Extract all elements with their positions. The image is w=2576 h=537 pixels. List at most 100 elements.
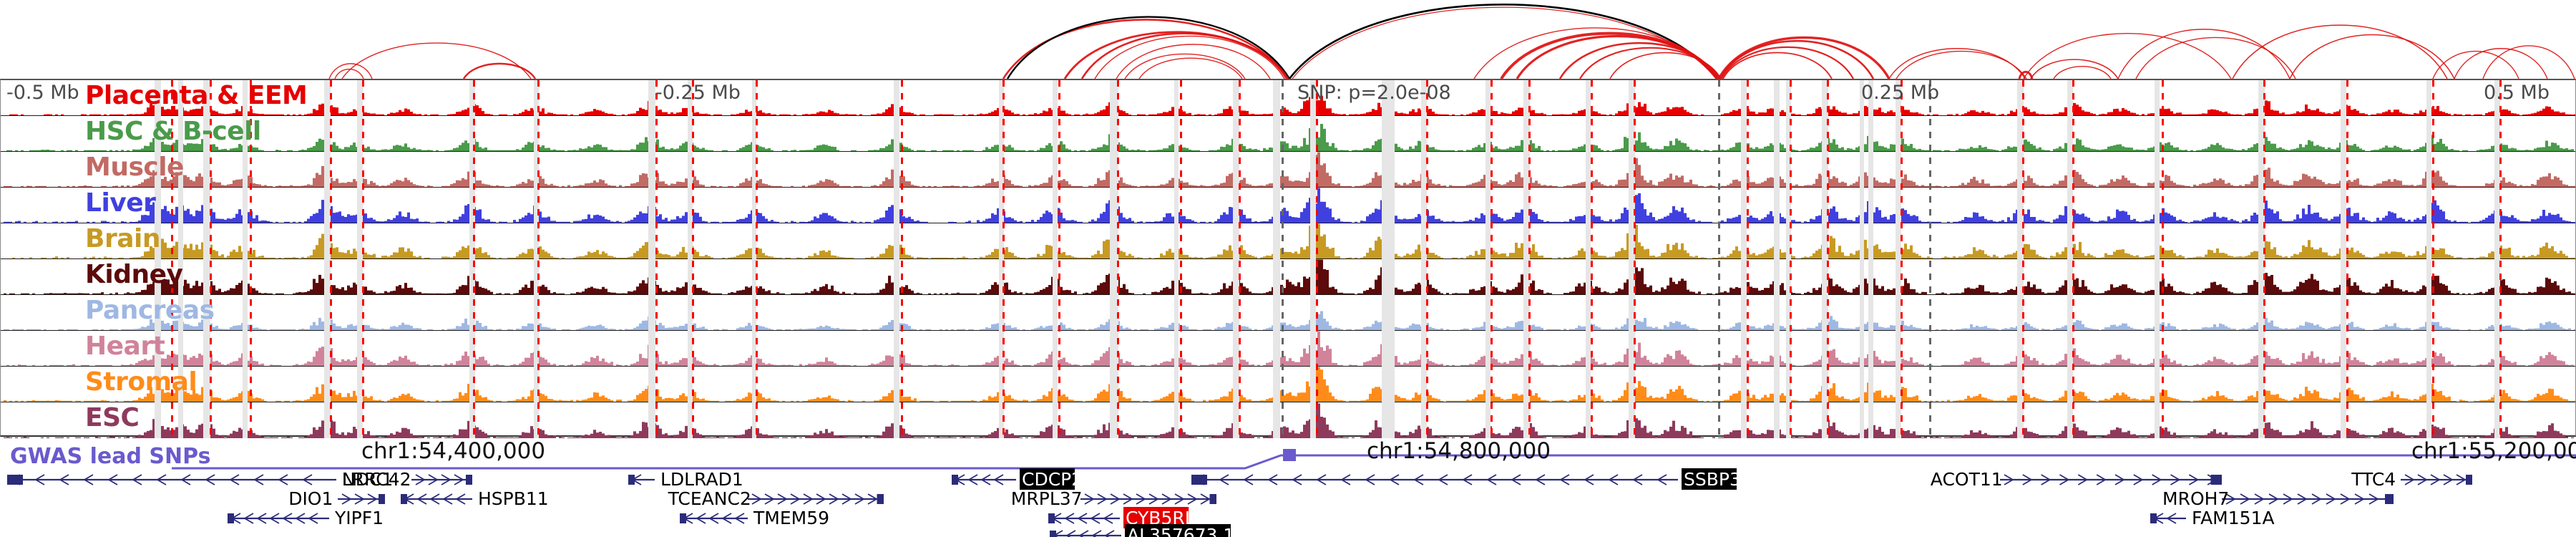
gene-model[interactable]: MROH7 [2162, 488, 2394, 509]
track-label-hsc: HSC & B-cell [85, 117, 261, 146]
axis-tick-2: 0.25 Mb [1861, 82, 1940, 104]
interaction-arc [1002, 19, 1289, 79]
gene-name-label: HSPB11 [478, 488, 549, 509]
signal-histogram-muscle [1, 152, 2575, 187]
signal-histogram-esc [1, 402, 2575, 438]
gene-model[interactable]: TTC4 [2351, 469, 2472, 490]
interaction-arc [2053, 66, 2112, 79]
interaction-arc [1288, 4, 1719, 79]
track-muscle[interactable]: Muscle [1, 152, 2575, 188]
track-label-kidney: Kidney [85, 260, 183, 289]
gene-name-label: DIO1 [288, 488, 333, 509]
interaction-arc [341, 42, 532, 79]
gene-model[interactable]: FAM151A [2150, 508, 2275, 528]
track-stromal[interactable]: Stromal [1, 367, 2575, 402]
interaction-arc [1888, 48, 2026, 79]
gene-name-label: YIPF1 [334, 508, 384, 528]
track-esc[interactable]: ESC [1, 402, 2575, 438]
gene-name-label: TTC4 [2351, 469, 2396, 490]
interaction-arc [2030, 59, 2119, 79]
interaction-arc [1516, 34, 1719, 79]
gene-model[interactable]: TMEM59 [680, 508, 829, 528]
gene-model[interactable]: MRPL37 [1011, 488, 1216, 509]
gene-name-highlight [1125, 524, 1231, 537]
interaction-arc [2454, 48, 2548, 79]
gene-model[interactable]: NDC1 [7, 469, 393, 490]
interaction-arc [2432, 50, 2519, 79]
gene-model[interactable]: SSBP3 [1191, 468, 1741, 490]
track-pancreas[interactable]: Pancreas [1, 295, 2575, 331]
gene-model[interactable]: AL357673.1 [1050, 524, 1234, 537]
gene-model[interactable]: LDLRAD1 [628, 469, 743, 490]
track-label-heart: Heart [85, 332, 165, 361]
gene-name-highlight [1020, 468, 1075, 490]
gene-name-label: AL357673.1 [1127, 525, 1234, 537]
gene-name-label: ACOT11 [1931, 469, 2003, 490]
gene-model[interactable]: HSPB11 [401, 488, 549, 509]
interaction-arc [2482, 45, 2575, 79]
interaction-arc [2232, 24, 2448, 79]
gene-annotation-panel: NDC1 LRRC42 LDLRAD1 CDCP2 SSBP3 ACOT11 TTC4 DIO… [0, 438, 2576, 537]
gwas-lead-snp-marker[interactable] [1283, 449, 1296, 461]
snp-pvalue-annotation: SNP: p=2.0e-08 [1297, 82, 1451, 104]
interaction-arc [1896, 50, 2027, 79]
gwas-lead-snps-label: GWAS lead SNPs [10, 444, 211, 469]
interaction-arc [1473, 27, 1718, 79]
gene-name-label: FAM151A [2192, 508, 2275, 528]
interaction-arc [1721, 46, 1854, 79]
interaction-arc [1080, 32, 1288, 79]
interaction-arc [2135, 37, 2296, 79]
signal-histogram-stromal [1, 367, 2575, 402]
track-label-brain: Brain [85, 224, 160, 253]
signal-histogram-hsc [1, 116, 2575, 151]
gene-model[interactable]: ACOT11 [1931, 469, 2222, 490]
track-liver[interactable]: Liver [1, 188, 2575, 223]
interaction-arc [462, 62, 537, 79]
track-kidney[interactable]: Kidney [1, 259, 2575, 295]
interaction-arc [2289, 34, 2455, 79]
axis-tick-1: -0.25 Mb [655, 82, 741, 104]
interaction-arc [1719, 39, 1875, 79]
interaction-arc [1722, 52, 1833, 79]
track-placenta[interactable]: Placenta & EEM [1, 80, 2575, 116]
gene-name-label: TMEM59 [753, 508, 829, 528]
interaction-arc [1116, 44, 1271, 79]
interaction-arc [1094, 35, 1285, 79]
gwas-connector-line [172, 454, 2576, 470]
track-heart[interactable]: Heart [1, 331, 2575, 367]
signal-histogram-liver [1, 188, 2575, 223]
gene-name-label: LDLRAD1 [660, 469, 743, 490]
track-label-stromal: Stromal [85, 367, 197, 397]
track-label-placenta: Placenta & EEM [85, 81, 308, 110]
track-hsc[interactable]: HSC & B-cell [1, 116, 2575, 152]
axis-tick-0: -0.5 Mb [6, 82, 79, 104]
interaction-arc [328, 63, 373, 79]
interaction-arc [2023, 32, 2232, 79]
gene-model[interactable]: LRRC42 [342, 469, 472, 490]
signal-histogram-brain [1, 223, 2575, 258]
gene-name-label: SSBP3 [1684, 469, 1741, 490]
signal-track-stack: Placenta & EEM HSC & B-cell Muscle Liver Bra… [0, 79, 2576, 438]
gene-name-label: CDCP2 [1022, 469, 1083, 490]
gene-name-label: MRPL37 [1011, 488, 1083, 509]
gene-model[interactable]: TCEANC2 [668, 488, 884, 509]
coordinate-label-0: chr1:54,400,000 [361, 438, 546, 464]
interaction-arc [1579, 47, 1721, 79]
signal-histogram-heart [1, 331, 2575, 366]
signal-histogram-pancreas [1, 295, 2575, 330]
interaction-arc [2117, 29, 2290, 79]
interaction-arc [1124, 53, 1246, 79]
gene-name-label: NDC1 [342, 469, 393, 490]
gene-model[interactable]: DIO1 [288, 488, 385, 509]
gene-model[interactable]: CDCP2 [952, 468, 1083, 490]
gene-name-label: TCEANC2 [668, 488, 751, 509]
gene-name-label: LRRC42 [342, 469, 411, 490]
coordinate-label-2: chr1:55,200,00 [2411, 438, 2576, 464]
interaction-arc [334, 69, 364, 79]
gene-model[interactable]: YIPF1 [228, 508, 384, 528]
gene-name-highlight [1682, 468, 1737, 490]
interaction-arc [1717, 36, 1890, 79]
track-brain[interactable]: Brain [1, 223, 2575, 259]
track-label-liver: Liver [85, 188, 156, 218]
